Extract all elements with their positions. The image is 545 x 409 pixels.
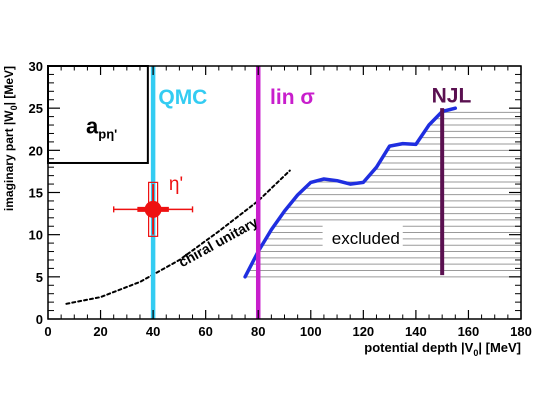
x-tick-label: 100 [300, 324, 322, 339]
x-tick-label: 80 [251, 324, 265, 339]
axis-ticks: 0 20 40 60 80 100 120 140 160 180 0 5 10 15 20 25 30 [29, 59, 532, 339]
qmc-label: QMC [158, 86, 207, 109]
lin-sigma-label: lin σ [270, 86, 315, 109]
njl-label: NJL [432, 84, 472, 107]
chiral-unitary-label: chiral unitary [176, 213, 261, 270]
series-layer [65, 106, 458, 305]
measurement-point [112, 181, 194, 237]
y-tick-label: 30 [29, 59, 43, 74]
measurement-marker [144, 200, 162, 218]
scattering-length-label: apη' [86, 113, 117, 141]
x-tick-label: 20 [93, 324, 107, 339]
scattering-length-box [47, 65, 149, 164]
excluded-label-backing [322, 225, 403, 250]
x-tick-label: 120 [352, 324, 374, 339]
x-tick-label: 160 [458, 324, 480, 339]
y-tick-label: 5 [36, 270, 43, 285]
chiral-unitary-curve [65, 169, 291, 305]
x-tick-label: 140 [405, 324, 427, 339]
y-tick-label: 20 [29, 143, 43, 158]
x-tick-label: 60 [198, 324, 212, 339]
y-tick-label: 0 [36, 312, 43, 327]
scattering-length-box-frame [47, 65, 149, 164]
exclusion-boundary-curve [243, 106, 458, 279]
x-axis-label: potential depth |V0| [MeV] [364, 340, 521, 358]
x-tick-label: 40 [146, 324, 160, 339]
excluded-region [245, 111, 521, 278]
y-tick-label: 10 [29, 228, 43, 243]
eta-prime-label: η' [169, 174, 183, 195]
y-axis-label: imaginary part |W0| [MeV] [2, 66, 19, 211]
x-tick-label: 180 [510, 324, 532, 339]
y-tick-label: 25 [29, 101, 43, 116]
excluded-label: excluded [332, 229, 400, 248]
y-tick-label: 15 [29, 186, 43, 201]
x-tick-label: 0 [44, 324, 51, 339]
chart-labels: QMC lin σ NJL η' excluded chiral unitary [158, 84, 471, 270]
